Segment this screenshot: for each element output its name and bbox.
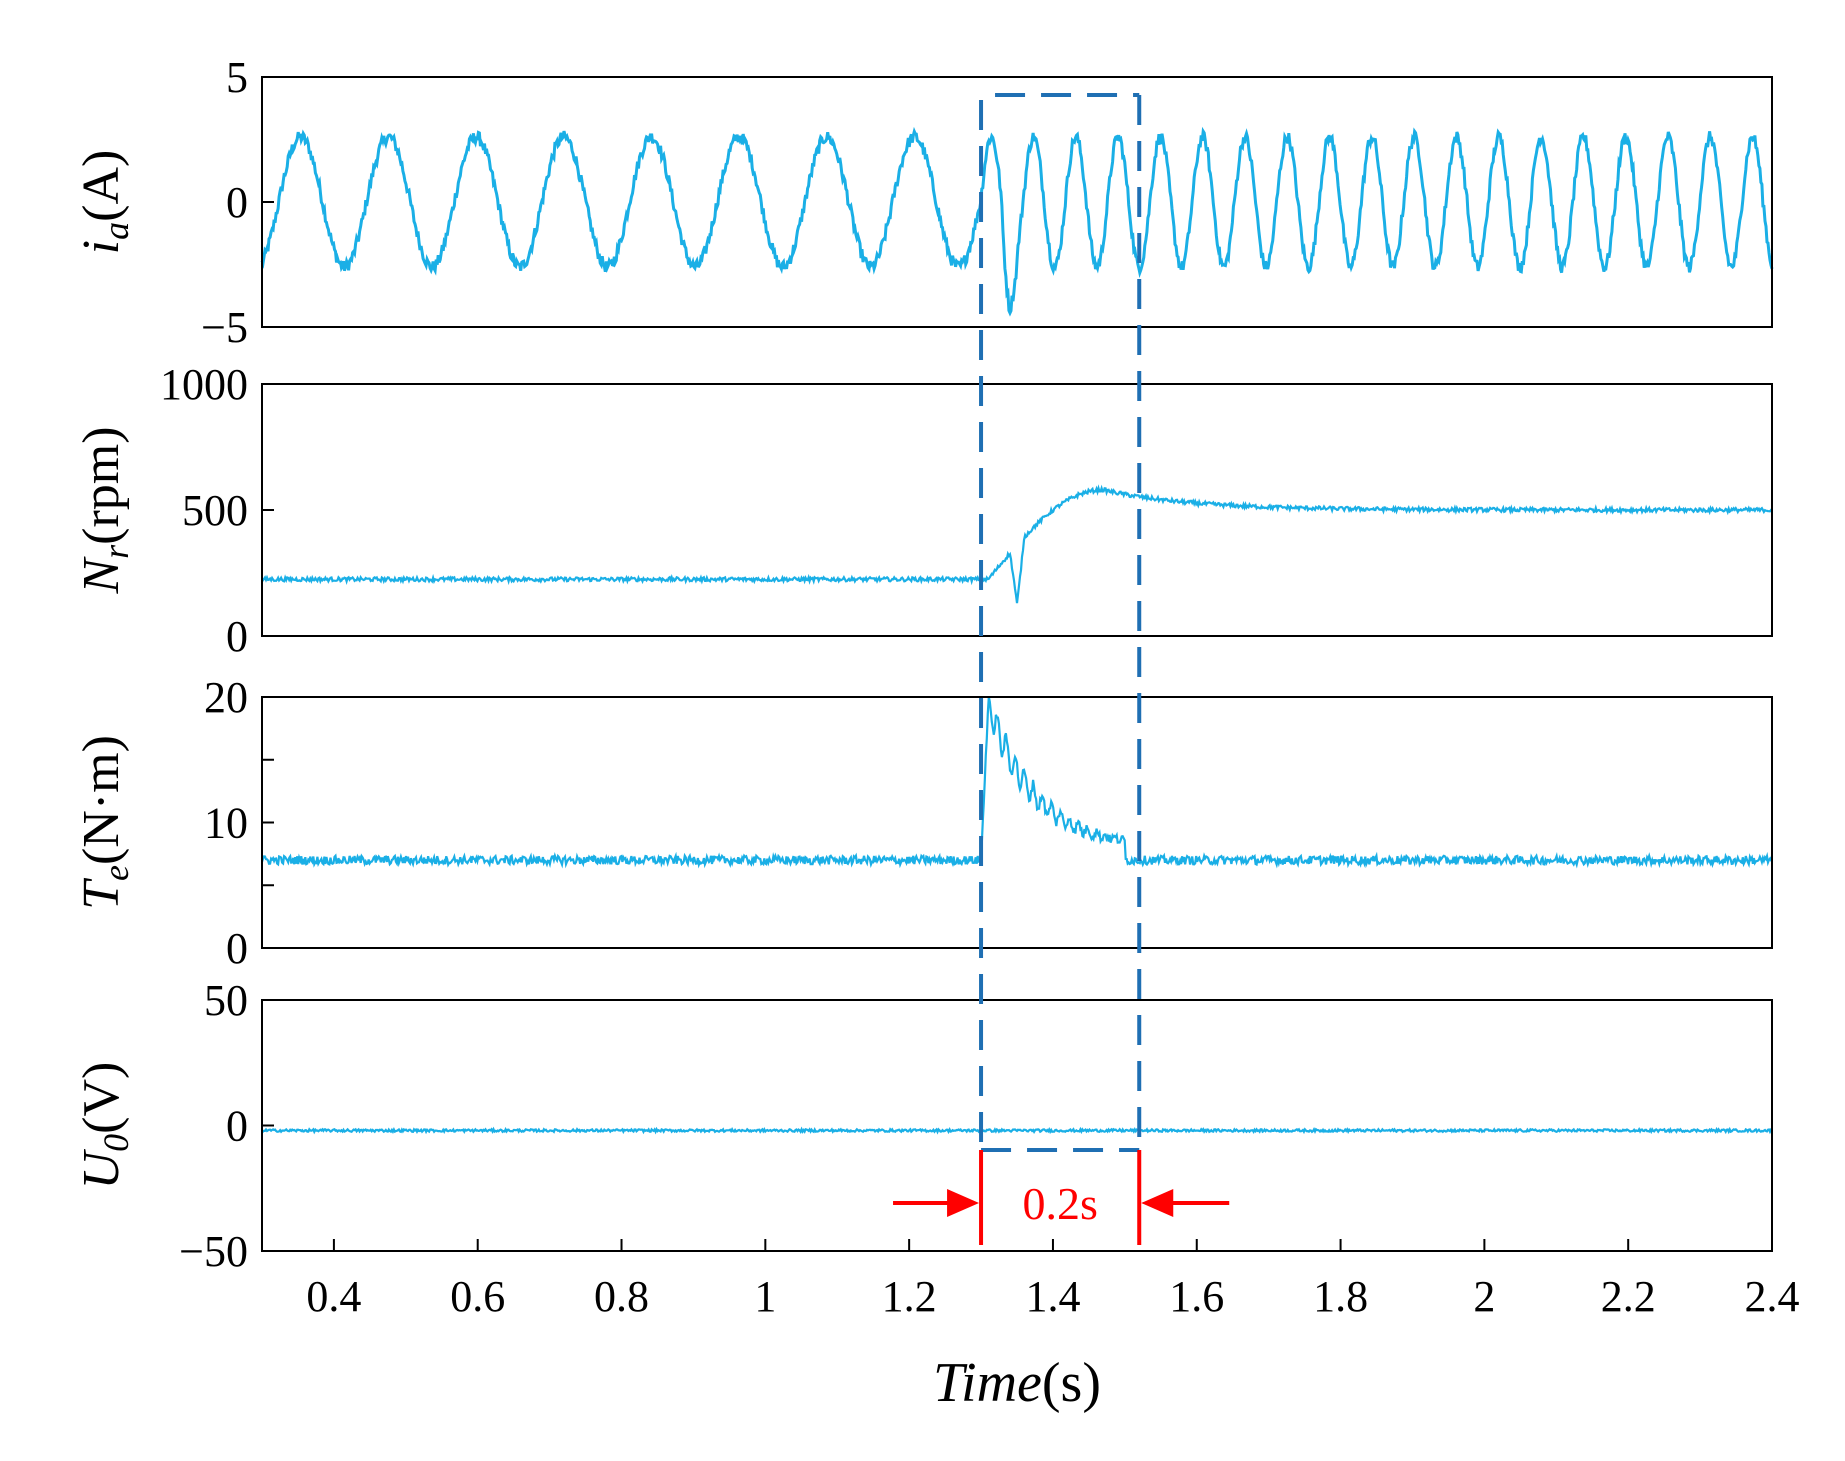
y-label-subscript: 0 (96, 1134, 136, 1152)
x-tick-label: 1.8 (1313, 1272, 1368, 1321)
axes-frame-ia (261, 76, 1773, 328)
y-tick-label-te: 20 (204, 673, 248, 722)
x-axis-title: Time(s) (933, 1352, 1101, 1414)
x-tick-label: 0.8 (594, 1272, 649, 1321)
highlight-guides (979, 93, 1142, 1152)
x-tick-label: 1.2 (882, 1272, 937, 1321)
x-tick-label: 1.6 (1169, 1272, 1224, 1321)
y-label-unit: (A) (73, 150, 130, 222)
y-label-subscript: a (96, 222, 136, 240)
y-label-subscript: r (96, 544, 136, 559)
y-axis-label-te: Te(N·m) (73, 735, 136, 910)
x-tick-label: 0.4 (306, 1272, 361, 1321)
series-line-ia (260, 126, 1774, 317)
y-tick-label-ia: 0 (226, 178, 248, 227)
x-tick-label: 2.4 (1745, 1272, 1800, 1321)
y-tick-label-u0: 0 (226, 1102, 248, 1151)
y-tick-label-te: 0 (226, 924, 248, 973)
y-tick-label-ia: 5 (226, 53, 248, 102)
y-label-symbol: N (73, 556, 130, 595)
y-tick-label-nr: 1000 (160, 360, 248, 409)
arrow-right-head (1141, 1189, 1174, 1217)
y-tick-label-u0: −50 (179, 1227, 248, 1276)
x-tick-label: 0.6 (450, 1272, 505, 1321)
y-label-unit: (N·m) (73, 735, 130, 865)
axes-frame-te (261, 696, 1773, 949)
y-tick-label-nr: 0 (226, 612, 248, 661)
x-tick-label: 1 (754, 1272, 776, 1321)
x-tick-label: 2.2 (1601, 1272, 1656, 1321)
y-axis-label-nr: Nr(rpm) (73, 426, 136, 594)
y-tick-label-te: 10 (204, 799, 248, 848)
x-title-variable: Time (933, 1352, 1042, 1414)
y-axis-label-u0: U0(V) (73, 1062, 136, 1190)
y-tick-label-u0: 50 (204, 976, 248, 1025)
panel-nr: 0 500 1000 Nr(rpm) (73, 360, 1773, 661)
arrow-left-head (947, 1189, 980, 1217)
y-axis-label-ia: ia(A) (73, 150, 136, 255)
series-line-nr (261, 484, 1773, 604)
y-label-symbol: T (73, 878, 130, 910)
x-tick-label: 2 (1473, 1272, 1495, 1321)
panels-group: −505ia(A)05001000Nr(rpm)01020Te(N·m)−500… (73, 53, 1774, 1276)
y-label-unit: (rpm) (73, 426, 130, 544)
panel-ia: −5 0 5 ia(A) (73, 53, 1774, 352)
y-label-symbol: i (73, 240, 130, 254)
annotation-label: 0.2s (1022, 1178, 1097, 1229)
y-label-subscript: e (96, 865, 136, 881)
duration-annotation: 0.2s (893, 1150, 1230, 1245)
y-tick-label-nr: 500 (182, 486, 248, 535)
series-line-u0 (261, 1126, 1773, 1135)
axes-frame-u0 (261, 999, 1773, 1252)
y-label-symbol: U (73, 1148, 130, 1189)
y-tick-label-ia: −5 (201, 303, 248, 352)
x-axis: 0.4 0.6 0.8 1 1.2 1.4 1.6 1.8 2 2.2 2.4 Time(s) (306, 1239, 1800, 1414)
y-label-unit: (V) (73, 1062, 130, 1134)
x-title-unit: (s) (1042, 1352, 1101, 1414)
panel-te: 0 10 20 Te(N·m) (73, 673, 1774, 973)
x-tick-label: 1.4 (1025, 1272, 1080, 1321)
series-line-te (260, 696, 1774, 869)
